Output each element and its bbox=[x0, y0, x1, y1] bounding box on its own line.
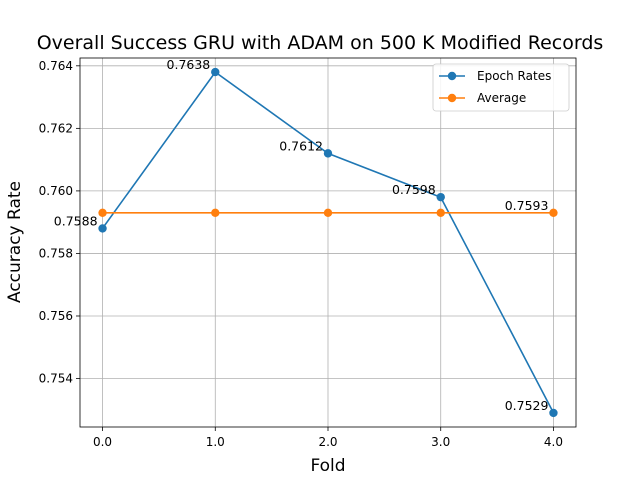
y-axis-label: Accuracy Rate bbox=[5, 181, 25, 303]
chart-title: Overall Success GRU with ADAM on 500 K M… bbox=[37, 32, 604, 54]
data-point bbox=[436, 192, 445, 202]
x-tick-label: 3.0 bbox=[431, 435, 450, 449]
data-label: 0.7593 bbox=[505, 198, 549, 213]
data-point bbox=[98, 208, 107, 217]
data-point bbox=[549, 408, 558, 418]
x-axis-label: Fold bbox=[310, 456, 345, 476]
tick-layer: 0.0 1.0 2.0 3.0 4.0 0.754 0.756 0.758 0.760 0.762… bbox=[39, 59, 563, 449]
y-tick-label: 0.762 bbox=[39, 121, 73, 135]
series-layer bbox=[98, 67, 558, 418]
data-point bbox=[436, 208, 445, 217]
x-tick-label: 1.0 bbox=[206, 435, 225, 449]
data-point bbox=[211, 208, 220, 217]
legend-items: Epoch Rates Average bbox=[439, 69, 551, 105]
data-label: 0.7598 bbox=[392, 182, 436, 197]
data-point bbox=[211, 67, 220, 77]
legend-box bbox=[432, 63, 570, 112]
grid-layer bbox=[80, 58, 576, 427]
x-tick-label: 4.0 bbox=[544, 435, 563, 449]
legend-label: Epoch Rates bbox=[477, 69, 551, 83]
legend-label: Average bbox=[477, 91, 526, 105]
data-point bbox=[98, 224, 107, 233]
y-tick-label: 0.764 bbox=[39, 59, 73, 73]
data-point bbox=[323, 149, 333, 158]
data-label: 0.7588 bbox=[54, 213, 98, 228]
x-tick-label: 2.0 bbox=[318, 435, 337, 449]
data-label: 0.7638 bbox=[167, 57, 211, 72]
y-tick-label: 0.758 bbox=[39, 246, 73, 260]
y-tick-label: 0.754 bbox=[39, 372, 73, 386]
data-point bbox=[323, 208, 333, 217]
y-tick-label: 0.756 bbox=[39, 309, 73, 323]
y-tick-label: 0.760 bbox=[39, 184, 73, 198]
legend-marker bbox=[447, 71, 457, 81]
data-label-layer: 0.7588 0.7638 0.7612 0.7598 0.7529 0.7593 bbox=[54, 57, 549, 413]
legend-marker bbox=[447, 93, 457, 103]
data-label: 0.7612 bbox=[279, 138, 323, 153]
data-label: 0.7529 bbox=[505, 398, 549, 413]
data-point bbox=[549, 208, 558, 217]
x-tick-label: 0.0 bbox=[93, 435, 112, 449]
legend: Epoch Rates Average bbox=[432, 63, 570, 112]
